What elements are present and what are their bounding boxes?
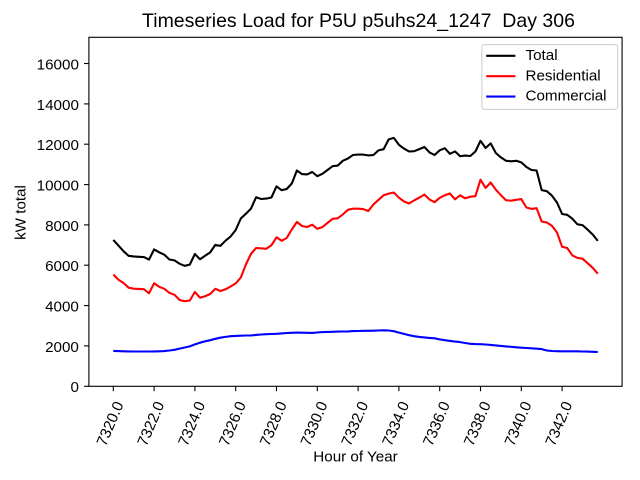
svg-text:Timeseries Load for P5U p5uhs2: Timeseries Load for P5U p5uhs24_1247 Day…	[142, 10, 575, 32]
svg-text:10000: 10000	[37, 178, 79, 195]
svg-text:Residential: Residential	[526, 67, 601, 84]
svg-text:4000: 4000	[45, 299, 79, 316]
svg-text:Hour of Year: Hour of Year	[313, 449, 397, 466]
svg-text:Total: Total	[526, 47, 558, 64]
svg-text:8000: 8000	[45, 218, 79, 235]
svg-text:14000: 14000	[37, 97, 79, 114]
svg-text:Commercial: Commercial	[526, 88, 607, 105]
svg-text:12000: 12000	[37, 137, 79, 154]
svg-text:kW total: kW total	[12, 185, 29, 240]
svg-text:2000: 2000	[45, 339, 79, 356]
svg-text:16000: 16000	[37, 56, 79, 73]
svg-text:6000: 6000	[45, 258, 79, 275]
svg-text:0: 0	[70, 379, 78, 396]
